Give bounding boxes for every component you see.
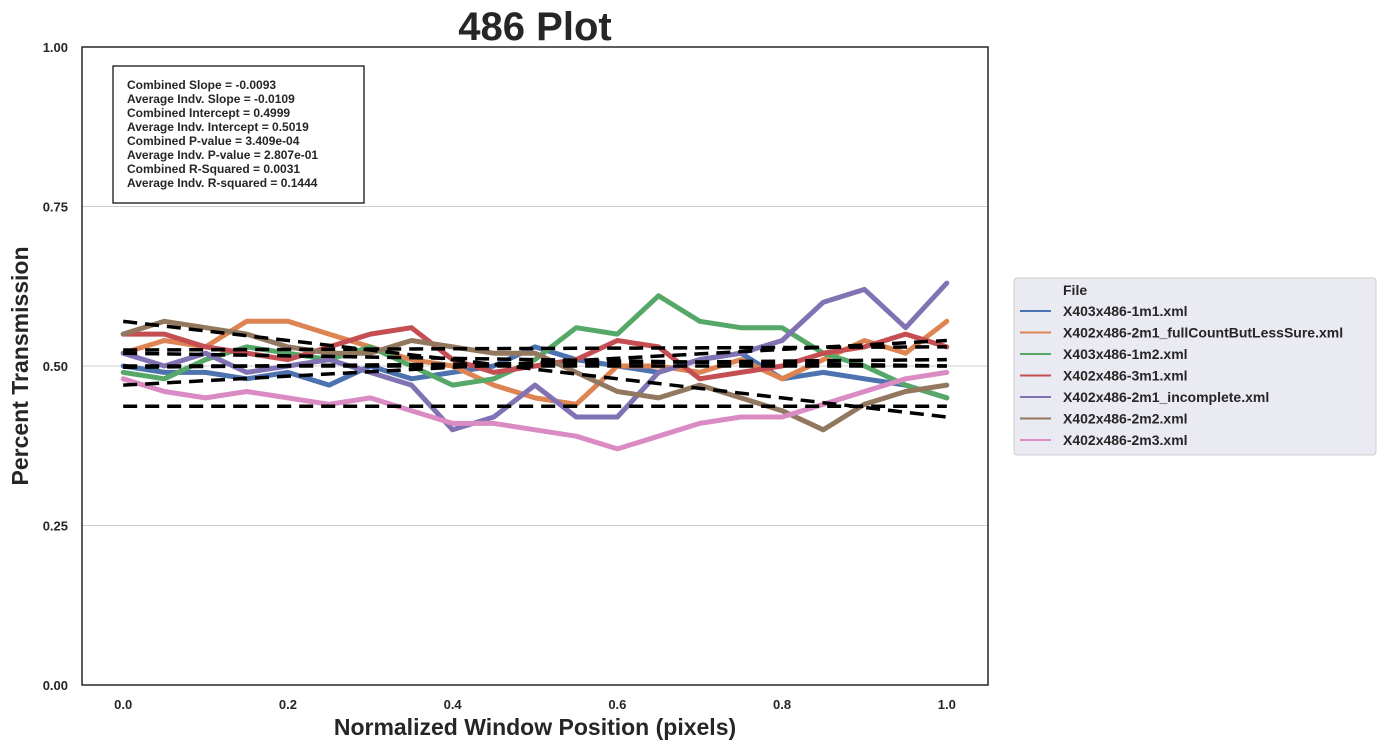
legend-entry: X402x486-2m1_fullCountButLessSure.xml	[1063, 325, 1343, 341]
trendline-5	[123, 345, 947, 352]
series-line-6	[120, 369, 950, 452]
y-axis-ticks: 0.00 0.25 0.50 0.75 1.00	[43, 40, 68, 693]
y-tick-label: 1.00	[43, 40, 68, 55]
series-line-4	[120, 280, 950, 433]
trendline-0	[122, 319, 948, 419]
y-tick-label: 0.50	[43, 359, 68, 374]
x-axis-ticks: 0.0 0.2 0.4 0.6 0.8 1.0	[114, 697, 956, 712]
stats-line: Average Indv. Slope = -0.0109	[127, 92, 295, 106]
plot-frame	[81, 46, 989, 686]
trendline-layer	[122, 319, 948, 419]
chart-title: 486 Plot	[458, 5, 611, 49]
trendline-3	[123, 357, 947, 370]
legend-entry: X403x486-1m2.xml	[1063, 346, 1188, 362]
legend-entry: X403x486-1m1.xml	[1063, 303, 1188, 319]
x-tick-label: 0.6	[608, 697, 626, 712]
stats-line: Combined P-value = 3.409e-04	[127, 134, 300, 148]
x-tick-label: 0.8	[773, 697, 791, 712]
legend-entry: X402x486-2m3.xml	[1063, 432, 1188, 448]
y-axis-label: Percent Transmission	[7, 246, 33, 485]
x-tick-label: 0.2	[279, 697, 297, 712]
legend-entry: X402x486-2m2.xml	[1063, 411, 1188, 427]
legend-title: File	[1063, 282, 1087, 298]
stats-line: Average Indv. Intercept = 0.5019	[127, 120, 309, 134]
y-tick-label: 0.75	[43, 200, 68, 215]
stats-line: Combined Intercept = 0.4999	[127, 106, 290, 120]
x-tick-label: 1.0	[938, 697, 956, 712]
trendline-1	[123, 351, 947, 368]
x-tick-label: 0.0	[114, 697, 132, 712]
y-tick-label: 0.00	[43, 678, 68, 693]
stats-line: Combined Slope = -0.0093	[127, 78, 276, 92]
legend: File X403x486-1m1.xml X402x486-2m1_fullCo…	[1013, 277, 1377, 456]
stats-line: Average Indv. P-value = 2.807e-01	[127, 148, 318, 162]
stats-line: Combined R-Squared = 0.0031	[127, 162, 300, 176]
y-tick-label: 0.25	[43, 519, 68, 534]
stats-box-frame	[112, 65, 365, 204]
x-axis-label: Normalized Window Position (pixels)	[334, 714, 736, 740]
x-tick-label: 0.4	[444, 697, 463, 712]
legend-entry: X402x486-3m1.xml	[1063, 368, 1188, 384]
legend-entry: X402x486-2m1_incomplete.xml	[1063, 389, 1269, 405]
legend-frame	[1013, 277, 1377, 456]
stats-line: Average Indv. R-squared = 0.1444	[127, 176, 318, 190]
